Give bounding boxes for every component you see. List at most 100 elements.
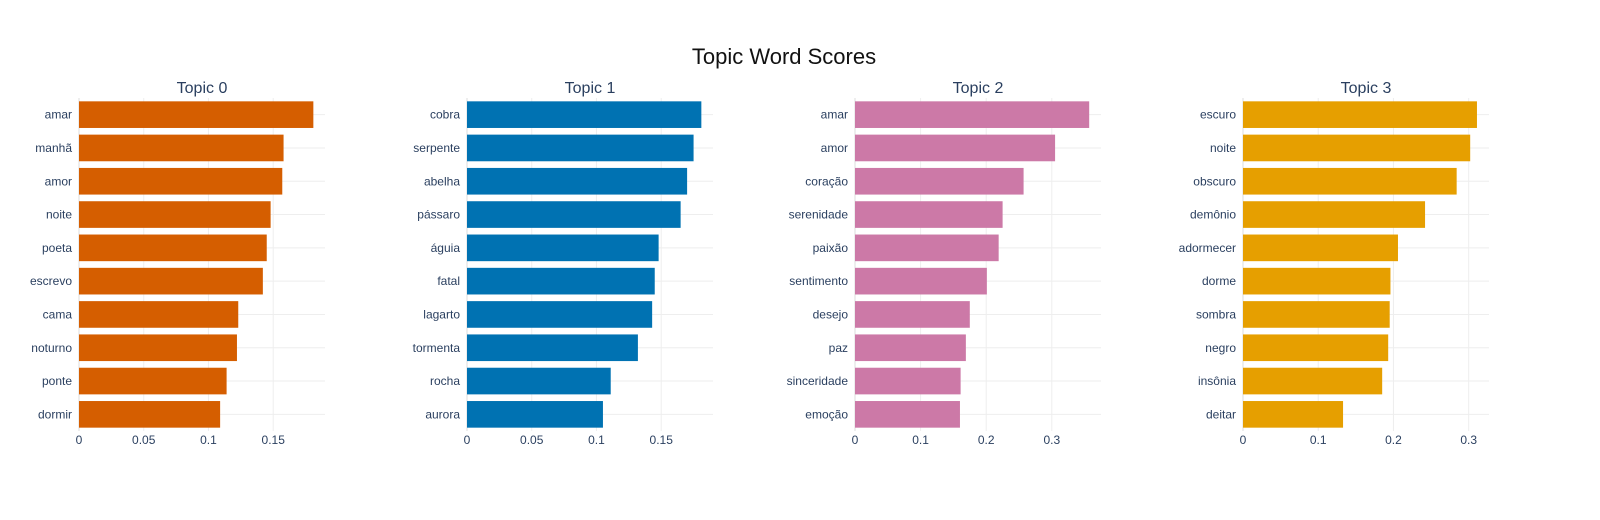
bar [855,101,1090,128]
bar [79,234,267,262]
bar [855,401,960,428]
y-tick-label: negro [1205,341,1236,355]
y-tick-label: paz [829,341,848,355]
bar [1243,334,1389,362]
bar [79,101,314,128]
y-tick-label: aurora [425,407,460,421]
x-tick-label: 0.1 [912,433,929,447]
y-tick-label: paixão [813,241,849,255]
y-tick-label: coração [805,174,848,188]
bar [79,167,283,195]
bar [79,134,284,162]
x-tick-label: 0.3 [1043,433,1060,447]
bar [79,267,263,295]
y-tick-label: demônio [1190,208,1236,222]
y-tick-label: sombra [1196,307,1236,321]
bar [467,367,611,395]
y-tick-label: poeta [42,241,72,255]
bar [467,101,702,128]
subplots-container: Topic 0 0 0.05 0.1 0.15 amar manhã amor noite poe… [30,80,1489,447]
panel-title: Topic 0 [177,80,228,97]
y-tick-label: serenidade [789,208,849,222]
bar [79,401,221,428]
bar [467,301,653,328]
x-tick-label: 0.1 [200,433,217,447]
y-tick-label: adormecer [1179,241,1236,255]
bar [1243,201,1426,228]
y-tick-label: emoção [805,407,848,421]
bar [1243,167,1457,195]
bar [855,234,999,262]
bar [467,201,681,228]
x-tick-label: 0 [464,433,471,447]
topic-panel: Topic 1 0 0.05 0.1 0.15 cobra serpente abelha pá… [413,80,713,447]
x-tick-label: 0.3 [1460,433,1477,447]
y-tick-label: escrevo [30,274,72,288]
x-tick-label: 0.2 [978,433,995,447]
panel-title: Topic 3 [1341,80,1392,97]
bar [855,201,1003,228]
y-tick-label: amor [821,141,848,155]
bar [467,167,688,195]
x-tick-label: 0 [76,433,83,447]
y-tick-label: obscuro [1193,174,1236,188]
y-tick-label: fatal [437,274,460,288]
y-tick-label: amar [821,108,848,122]
bar [79,367,227,395]
chart-title: Topic Word Scores [692,44,876,69]
bar [79,301,239,328]
y-tick-label: dorme [1202,274,1236,288]
y-tick-label: pássaro [417,208,460,222]
y-tick-label: noturno [31,341,72,355]
x-tick-label: 0.05 [132,433,156,447]
bar [855,301,970,328]
y-tick-label: sinceridade [787,374,849,388]
y-tick-label: dormir [38,407,72,421]
y-tick-label: tormenta [413,341,461,355]
bar [1243,267,1391,295]
bar [1243,134,1471,162]
y-tick-label: ponte [42,374,72,388]
bar [855,267,987,295]
bar [1243,367,1383,395]
bar [467,267,655,295]
bar [467,134,694,162]
topic-panel: Topic 3 0 0.1 0.2 0.3 escuro noite obscuro demôn… [1179,80,1489,447]
x-tick-label: 0 [852,433,859,447]
x-tick-label: 0.15 [650,433,674,447]
y-tick-label: insônia [1198,374,1236,388]
y-tick-label: manhã [35,141,72,155]
panel-title: Topic 2 [953,80,1004,97]
y-tick-label: amor [45,174,72,188]
y-tick-label: abelha [424,174,460,188]
bar [1243,401,1344,428]
y-tick-label: lagarto [423,307,460,321]
bar [467,234,659,262]
x-tick-label: 0.05 [520,433,544,447]
bar [1243,101,1477,128]
bar [855,167,1024,195]
y-tick-label: desejo [813,307,849,321]
bar [79,201,271,228]
bar [467,401,603,428]
y-tick-label: cama [43,307,73,321]
topic-panel: Topic 0 0 0.05 0.1 0.15 amar manhã amor noite poe… [30,80,325,447]
y-tick-label: águia [431,241,461,255]
bar [1243,301,1390,328]
y-tick-label: cobra [430,108,460,122]
x-tick-label: 0 [1240,433,1247,447]
y-tick-label: serpente [413,141,460,155]
x-tick-label: 0.1 [1310,433,1327,447]
bar [855,367,961,395]
y-tick-label: escuro [1200,108,1236,122]
bar [1243,234,1398,262]
y-tick-label: noite [46,208,72,222]
x-tick-label: 0.1 [588,433,605,447]
y-tick-label: noite [1210,141,1236,155]
topic-panel: Topic 2 0 0.1 0.2 0.3 amar amor coração serenida… [787,80,1101,447]
bar [855,134,1056,162]
x-tick-label: 0.15 [262,433,286,447]
y-tick-label: rocha [430,374,460,388]
bar [855,334,966,362]
